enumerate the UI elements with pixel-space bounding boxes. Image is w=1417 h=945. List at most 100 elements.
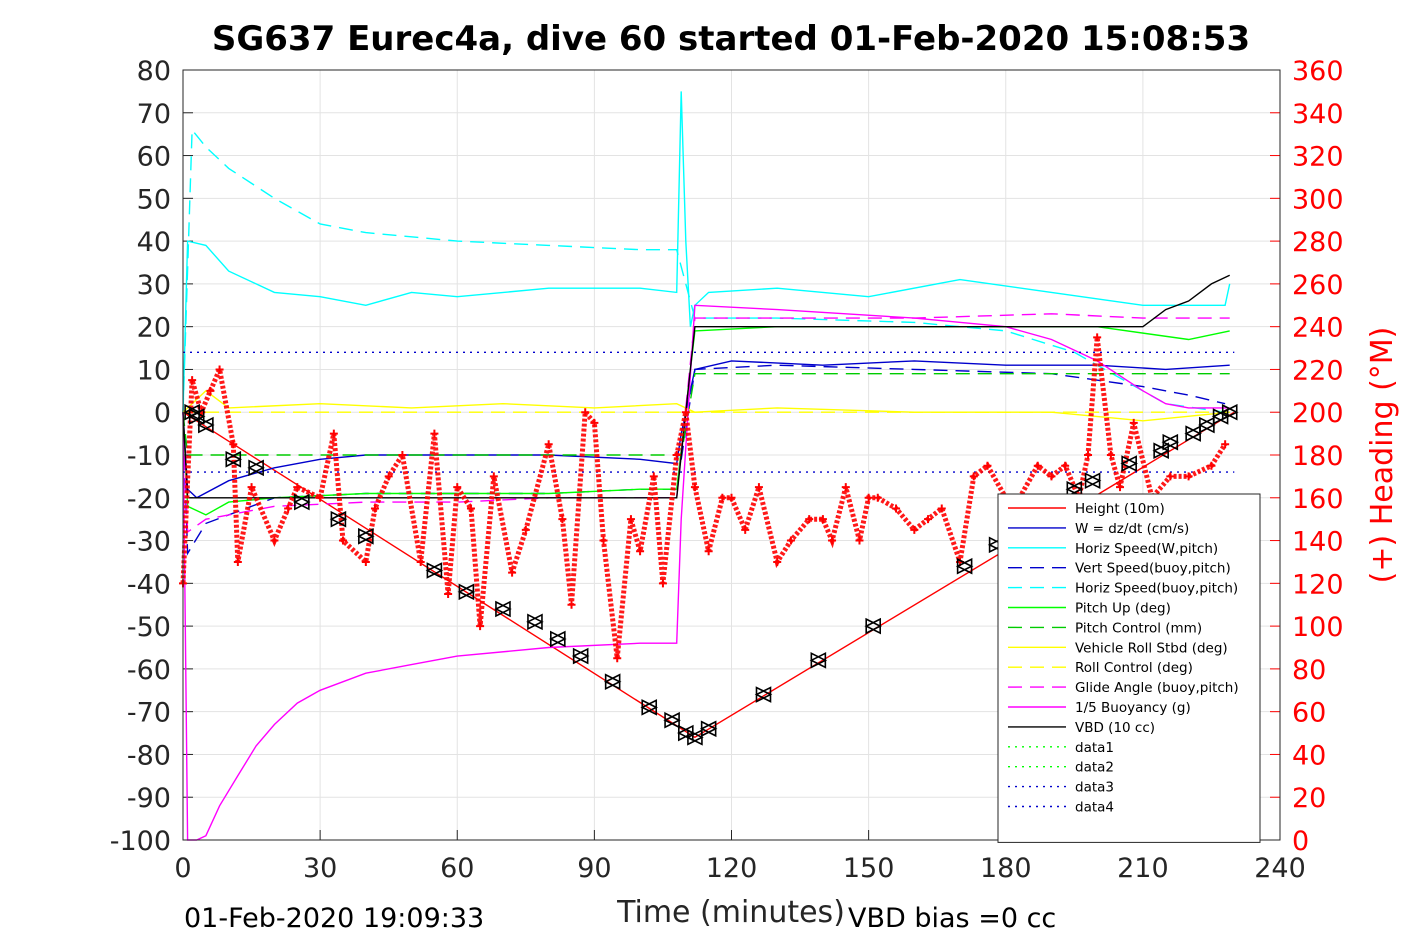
legend-entry-data3: data3 — [1075, 780, 1114, 796]
glide-marker — [571, 647, 590, 665]
x-tick-label: 180 — [980, 853, 1032, 884]
heading-point — [873, 493, 882, 502]
footer-vbd-bias: VBD bias =0 cc — [848, 903, 1056, 934]
glide-marker — [1184, 425, 1202, 442]
glide-marker — [293, 493, 311, 511]
heading-point — [718, 493, 727, 502]
heading-point — [188, 376, 197, 385]
heading-point — [658, 579, 667, 588]
chart-title: SG637 Eurec4a, dive 60 started 01-Feb-20… — [212, 19, 1250, 59]
heading-point — [681, 408, 690, 417]
y-tick-label: -60 — [127, 655, 171, 686]
y-tick-label: -50 — [127, 612, 171, 643]
heading-point — [910, 525, 919, 534]
heading-point — [613, 654, 622, 663]
heading-trace — [180, 337, 1228, 659]
heading-point — [590, 418, 599, 427]
heading-point — [649, 472, 658, 481]
legend-entry-1-5-buoyancy-g: 1/5 Buoyancy (g) — [1075, 700, 1191, 716]
heading-point — [841, 483, 850, 492]
heading-point — [855, 536, 864, 545]
heading-point — [567, 600, 576, 609]
heading-point — [453, 483, 462, 492]
glide-marker — [1161, 433, 1180, 451]
y-tick-label: -40 — [127, 569, 171, 600]
heading-point — [338, 536, 347, 545]
glide-marker — [329, 510, 348, 528]
heading-point — [741, 525, 750, 534]
glide-marker — [494, 600, 512, 618]
glide-marker — [1065, 480, 1084, 498]
heading-point — [599, 536, 608, 545]
heading-point — [508, 568, 517, 577]
footer-end-time: 01-Feb-2020 19:09:33 — [184, 903, 484, 934]
heading-point — [247, 483, 256, 492]
y2-tick-label: 320 — [1292, 142, 1344, 173]
series-line-vbd-10-cc — [182, 274, 1230, 499]
glide-marker — [457, 583, 476, 601]
glide-marker — [224, 450, 243, 468]
heading-point — [398, 451, 407, 459]
y2-tick-label: 300 — [1292, 184, 1344, 215]
heading-point — [727, 493, 736, 502]
heading-point — [544, 440, 553, 449]
x-axis-label: Time (minutes) — [616, 895, 845, 930]
series-line-w-dz-dt-cm-s — [182, 360, 1230, 499]
x-tick-label: 120 — [706, 853, 758, 884]
heading-point — [690, 483, 699, 492]
heading-point — [1047, 472, 1056, 481]
heading-point — [270, 536, 279, 545]
x-tick-label: 210 — [1117, 853, 1169, 884]
heading-point — [1084, 451, 1093, 459]
heading-point — [329, 429, 338, 438]
y-tick-label: 50 — [137, 184, 171, 215]
y-tick-label: -80 — [127, 740, 171, 771]
y-tick-label: 30 — [137, 270, 171, 301]
heading-point — [786, 536, 795, 545]
heading-point — [805, 515, 814, 524]
heading-point — [466, 504, 475, 513]
heading-point — [229, 440, 238, 449]
legend-entry-pitch-up-deg: Pitch Up (deg) — [1075, 601, 1171, 617]
x-tick-label: 150 — [843, 853, 895, 884]
heading-point — [444, 590, 453, 599]
y-tick-label: 0 — [154, 398, 171, 429]
y-tick-label: 10 — [137, 355, 171, 386]
glide-marker — [1083, 472, 1102, 489]
series-line-horiz-speed-w-pitch — [182, 91, 1231, 413]
y-tick-label: -20 — [127, 484, 171, 515]
legend-entry-data4: data4 — [1075, 800, 1114, 816]
y-tick-label: -100 — [110, 826, 171, 857]
glide-marker — [357, 527, 375, 545]
heading-point — [818, 515, 827, 524]
glide-marker — [864, 617, 882, 635]
x-tick-label: 90 — [577, 853, 611, 884]
heading-point — [626, 515, 635, 524]
x-tick-label: 30 — [303, 853, 337, 884]
heading-point — [581, 408, 590, 417]
glide-marker — [699, 720, 718, 738]
glide-marker — [549, 630, 567, 648]
y2-tick-label: 80 — [1292, 655, 1326, 686]
glide-marker — [686, 729, 704, 746]
heading-point — [1033, 461, 1042, 470]
legend-entry-glide-angle-buoy-pitch: Glide Angle (buoy,pitch) — [1075, 680, 1239, 696]
x-tick-label: 60 — [440, 853, 474, 884]
glide-marker — [1198, 416, 1216, 434]
glide-marker — [640, 699, 659, 716]
heading-point — [1129, 418, 1138, 427]
y2-tick-label: 20 — [1292, 783, 1326, 814]
glide-marker — [1152, 442, 1170, 460]
y2-tick-label: 40 — [1292, 740, 1326, 771]
legend-entry-w-dz-dt-cm-s: W = dz/dt (cm/s) — [1075, 521, 1189, 537]
heading-point — [672, 451, 681, 459]
y2-tick-label: 200 — [1292, 398, 1344, 429]
legend-entry-vbd-10-cc: VBD (10 cc) — [1075, 720, 1155, 736]
y2-tick-label: 140 — [1292, 527, 1344, 558]
heading-point — [521, 525, 530, 534]
glide-marker — [955, 557, 974, 575]
y2-tick-label: 160 — [1292, 484, 1344, 515]
heading-point — [1221, 440, 1230, 449]
heading-layer — [179, 333, 1230, 663]
heading-point — [1106, 451, 1115, 459]
